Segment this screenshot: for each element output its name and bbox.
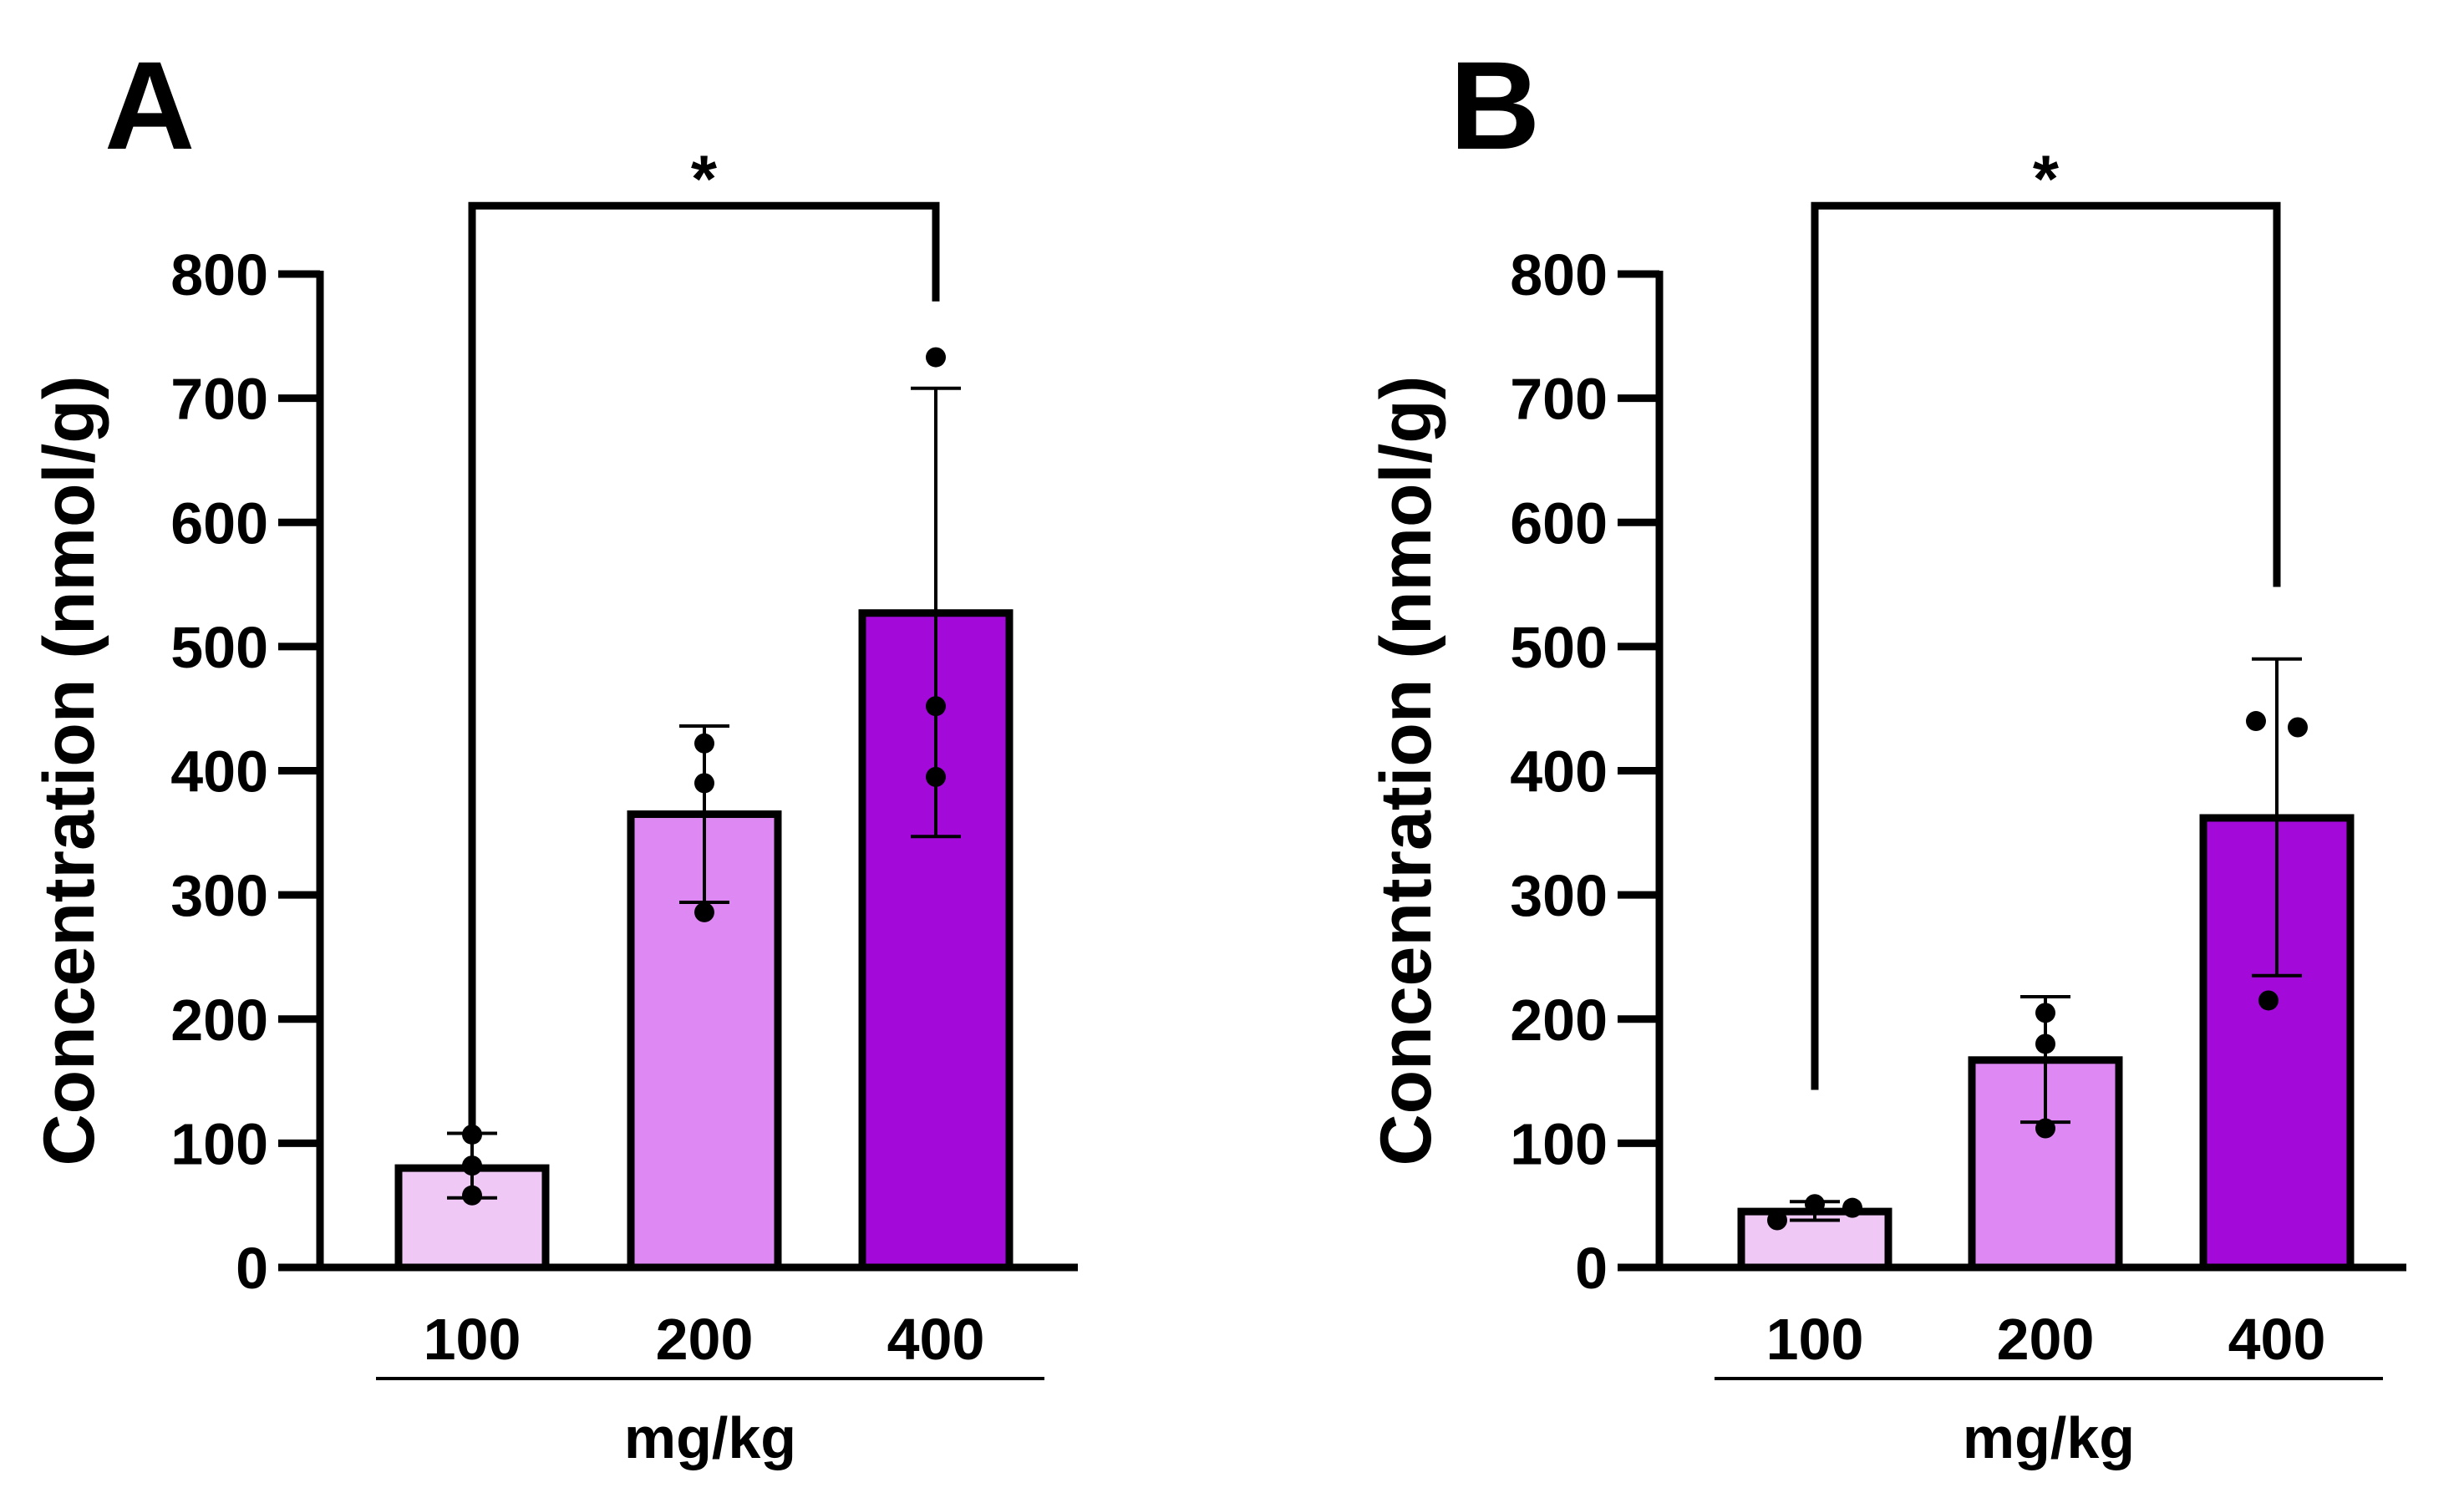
significance-bracket xyxy=(468,201,940,1131)
y-tick-label: 800 xyxy=(170,242,268,307)
data-point xyxy=(462,1155,482,1176)
data-point xyxy=(2246,711,2266,732)
data-point xyxy=(694,901,714,922)
data-point xyxy=(1805,1194,1825,1215)
y-tick-label: 400 xyxy=(1510,739,1608,805)
data-point xyxy=(2288,717,2308,738)
y-tick-label: 500 xyxy=(170,615,268,680)
y-tick-label: 0 xyxy=(236,1236,268,1301)
y-tick-label: 200 xyxy=(1510,988,1608,1053)
y-tick-label: 400 xyxy=(170,739,268,805)
panel-letter: B xyxy=(1450,35,1540,175)
x-tick-label: 100 xyxy=(424,1307,521,1372)
x-tick-label: 200 xyxy=(1997,1307,2095,1372)
y-tick-label: 700 xyxy=(1510,367,1608,432)
chart-panel-a: A 0 100 200 300 400 500 600 700 800 Concentration … xyxy=(29,35,1078,1470)
data-point xyxy=(2035,1118,2055,1139)
x-tick-label: 200 xyxy=(656,1307,754,1372)
y-tick-label: 300 xyxy=(1510,863,1608,928)
data-point xyxy=(694,773,714,794)
data-point xyxy=(694,733,714,754)
data-point xyxy=(926,696,946,717)
x-axis-title: mg/kg xyxy=(624,1405,796,1470)
data-point xyxy=(1767,1210,1787,1231)
y-tick-label: 800 xyxy=(1510,242,1608,307)
data-point xyxy=(2258,990,2279,1011)
x-tick-label: 400 xyxy=(2228,1307,2326,1372)
y-tick-label: 100 xyxy=(1510,1111,1608,1176)
y-tick-label: 300 xyxy=(170,863,268,928)
panel-letter: A xyxy=(104,35,195,175)
significance-label: * xyxy=(2033,141,2060,216)
x-tick-label: 400 xyxy=(887,1307,985,1372)
y-axis-title: Concentration (nmol/g) xyxy=(29,376,109,1166)
x-axis-title: mg/kg xyxy=(1963,1405,2135,1470)
y-tick-label: 100 xyxy=(170,1111,268,1176)
y-tick-label: 0 xyxy=(1575,1236,1608,1301)
data-point xyxy=(2035,1033,2055,1054)
significance-label: * xyxy=(691,141,718,216)
y-tick-label: 700 xyxy=(170,367,268,432)
data-point xyxy=(926,347,946,368)
data-point xyxy=(462,1124,482,1145)
chart-panel-b: B 0 100 200 300 400 500 600 700 800 Concentration … xyxy=(1366,35,2406,1470)
data-point xyxy=(2035,1003,2055,1023)
y-tick-label: 200 xyxy=(170,988,268,1053)
y-tick-label: 600 xyxy=(1510,490,1608,556)
y-tick-label: 500 xyxy=(1510,615,1608,680)
data-point xyxy=(462,1185,482,1206)
data-point xyxy=(926,766,946,787)
y-tick-label: 600 xyxy=(170,490,268,556)
y-axis-title: Concentration (nmol/g) xyxy=(1366,376,1446,1166)
x-tick-label: 100 xyxy=(1766,1307,1864,1372)
data-point xyxy=(1842,1197,1862,1218)
significance-bracket xyxy=(1811,201,2281,1090)
bar xyxy=(1737,1207,1892,1272)
